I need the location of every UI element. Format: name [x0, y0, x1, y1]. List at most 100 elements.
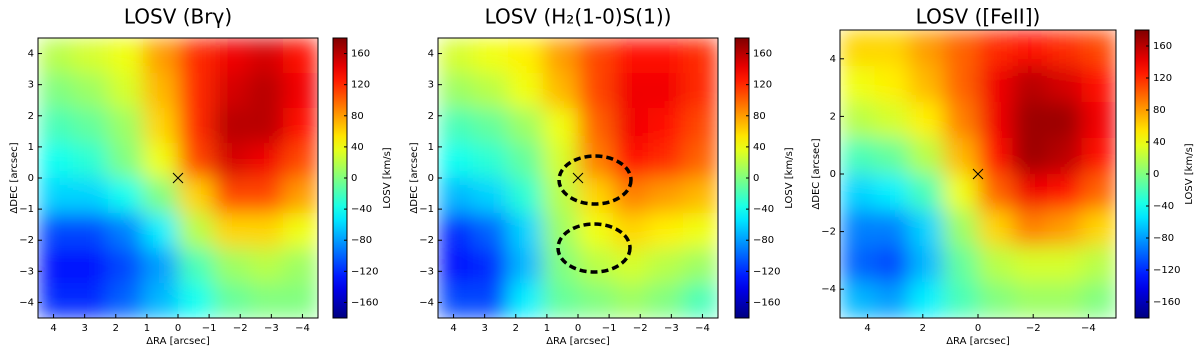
cell [438, 38, 474, 74]
cell [909, 210, 945, 247]
y-tick-label: 0 [428, 173, 434, 184]
cell [473, 143, 509, 179]
cell [978, 282, 1014, 318]
cell [1047, 174, 1083, 211]
cell [473, 283, 509, 318]
cell [1012, 66, 1048, 103]
cell [978, 174, 1014, 211]
colorbar-tick-label: −80 [351, 235, 372, 246]
cell [108, 108, 144, 144]
x-tick-label: 3 [481, 323, 487, 334]
cell [1047, 210, 1083, 247]
x-tick-label: 2 [113, 323, 119, 334]
y-tick-label: 0 [28, 173, 34, 184]
cell [874, 174, 910, 211]
cell [613, 248, 649, 284]
y-tick-label: 3 [428, 80, 434, 91]
colorbar-tick-label: −120 [351, 266, 378, 277]
cell [1081, 246, 1116, 283]
cell [108, 178, 144, 214]
colorbar-tick-label: 0 [351, 173, 357, 184]
y-tick-label: −2 [419, 235, 434, 246]
cell [613, 38, 649, 74]
image [840, 30, 1116, 318]
cell [438, 143, 474, 179]
cell [578, 38, 614, 74]
cell [613, 283, 649, 318]
cell [143, 73, 179, 109]
colorbar-tick-label: −80 [753, 235, 774, 246]
cell [613, 73, 649, 109]
cell [213, 73, 249, 109]
colorbar-tick-label: −40 [753, 204, 774, 215]
colorbar-tick-label: 160 [1153, 41, 1172, 52]
y-tick-label: 1 [428, 142, 434, 153]
chart-title: LOSV (Brγ) [124, 5, 232, 29]
colorbar-tick-label: −160 [753, 297, 780, 308]
y-tick-label: −1 [419, 204, 434, 215]
cell [578, 213, 614, 249]
cell [73, 213, 109, 249]
y-tick-label: −4 [19, 297, 34, 308]
x-tick-label: 0 [575, 323, 581, 334]
colorbar-label: LOSV [km/s] [382, 147, 393, 208]
colorbar-tick-label: 40 [753, 142, 766, 153]
cell [648, 178, 684, 214]
cell [874, 66, 910, 103]
cell [683, 38, 718, 74]
center-marker [572, 172, 584, 184]
cell [438, 213, 474, 249]
cell [108, 73, 144, 109]
x-tick-label: −2 [1026, 323, 1041, 334]
colorbar-tick-label: −120 [753, 266, 780, 277]
cell [683, 108, 718, 144]
cell [213, 108, 249, 144]
cell [874, 246, 910, 283]
cell [874, 282, 910, 318]
x-axis-label: ΔRA [arcsec] [546, 336, 610, 347]
cell [943, 102, 979, 139]
cell [283, 283, 318, 318]
cell [438, 283, 474, 318]
cell [1081, 102, 1116, 139]
x-tick-label: −1 [202, 323, 217, 334]
cell [438, 248, 474, 284]
cell [108, 213, 144, 249]
cell [473, 178, 509, 214]
cell [909, 138, 945, 175]
y-tick-label: −1 [19, 204, 34, 215]
x-tick-label: 4 [450, 323, 456, 334]
cell [178, 213, 214, 249]
colorbar-tick-label: −80 [1153, 233, 1174, 244]
cell [978, 102, 1014, 139]
cell [248, 213, 284, 249]
cell [438, 73, 474, 109]
cell [1047, 102, 1083, 139]
cell [578, 248, 614, 284]
x-tick-label: 4 [50, 323, 56, 334]
cell [874, 30, 910, 67]
x-tick-label: 1 [544, 323, 550, 334]
cell [683, 283, 718, 318]
cell [543, 213, 579, 249]
colorbar-tick-label: 80 [753, 111, 766, 122]
image-clip [438, 38, 718, 318]
colorbar-tick-label: 160 [753, 49, 772, 60]
cell [73, 108, 109, 144]
x-tick-label: −4 [1081, 323, 1096, 334]
colorbar-tick-label: 120 [753, 80, 772, 91]
cell [283, 178, 318, 214]
cell [1047, 30, 1083, 67]
y-tick-label: 1 [28, 142, 34, 153]
cell [108, 143, 144, 179]
y-axis-label: ΔDEC [arcsec] [409, 142, 420, 213]
y-tick-label: 4 [428, 49, 434, 60]
cell [1081, 282, 1116, 318]
x-tick-label: −4 [295, 323, 310, 334]
cell [213, 178, 249, 214]
center-marker [972, 168, 984, 180]
cell [508, 143, 544, 179]
cell [683, 213, 718, 249]
colorbar-tick-label: 120 [1153, 73, 1172, 84]
cell [578, 73, 614, 109]
